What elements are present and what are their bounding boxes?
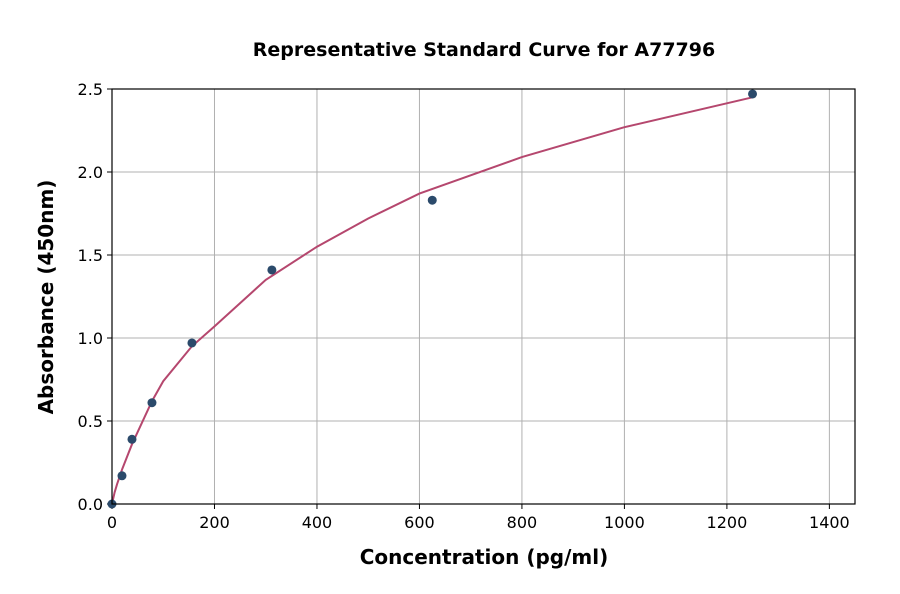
x-tick-label: 1400 [809,513,850,532]
y-tick-label: 0.0 [78,495,103,514]
x-tick-label: 600 [404,513,435,532]
x-tick-label: 1200 [707,513,748,532]
y-tick-label: 1.0 [78,329,103,348]
data-point [267,265,277,275]
x-tick-label: 0 [107,513,117,532]
x-axis-label: Concentration (pg/ml) [360,545,609,569]
x-tick-label: 800 [507,513,538,532]
x-axis-ticks: 0 200 400 600 800 1000 1200 1400 [107,504,850,532]
y-tick-label: 0.5 [78,412,103,431]
grid [111,88,855,505]
data-point [187,338,197,348]
plot-frame [111,88,856,505]
y-axis-label: Absorbance (450nm) [34,180,58,415]
data-points [107,89,758,509]
y-axis-ticks: 0.0 0.5 1.0 1.5 2.0 2.5 [78,80,112,514]
y-tick-label: 2.5 [78,80,103,99]
data-point [147,398,157,408]
fit-curve [111,96,753,505]
y-tick-label: 2.0 [78,163,103,182]
data-point [127,434,137,444]
data-point [117,471,127,481]
x-tick-label: 200 [199,513,230,532]
x-tick-label: 1000 [604,513,645,532]
chart-title: Representative Standard Curve for A77796 [253,39,715,61]
y-tick-label: 1.5 [78,246,103,265]
data-point [427,195,437,205]
data-point [748,89,758,99]
x-tick-label: 400 [302,513,333,532]
